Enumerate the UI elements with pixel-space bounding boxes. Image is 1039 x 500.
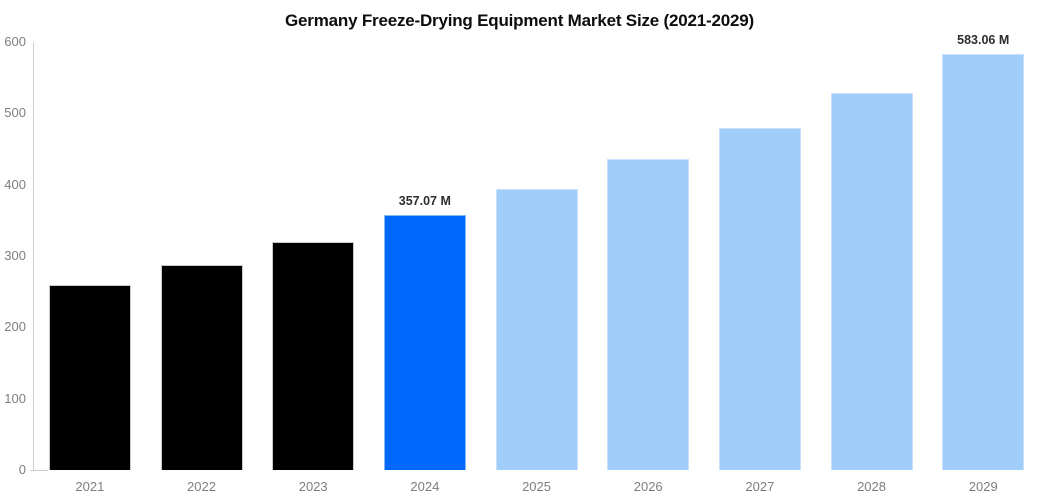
x-axis: 2021 2022 2023 2024 2025 2026 2027 2028 2029 [34,479,1039,494]
bar-2024 [383,215,466,470]
plot-area: 357.07 M 583.06 M [34,33,1039,470]
bar-column-2023 [257,42,369,470]
y-tick-label: 100 [4,390,26,406]
y-tick-label: 400 [4,176,26,192]
bar-value-label-2029: 583.06 M [957,33,1010,48]
y-tick-label: 600 [4,34,26,49]
y-tick-label: 0 [18,462,26,477]
x-tick-label-2021: 2021 [75,479,105,494]
bar-2028 [830,92,913,470]
bar-column-2021 [34,42,146,470]
bar-column-2024: 357.07 M [369,42,481,470]
x-tick-label-2027: 2027 [745,479,775,494]
bar-2023 [272,241,355,470]
bar-2021 [48,284,131,470]
x-tick-label-2028: 2028 [857,479,886,494]
y-tick-label: 300 [4,248,26,263]
x-tick-label-2025: 2025 [522,479,551,494]
bar-2029 [942,54,1025,470]
x-tick-label-2023: 2023 [298,479,328,494]
bar-column-2025 [481,42,593,470]
bar-2022 [160,264,243,470]
bar-2025 [495,188,578,470]
bar-2026 [607,159,690,470]
chart-title: Germany Freeze-Drying Equipment Market S… [285,11,754,30]
bar-column-2022 [146,42,258,470]
bar-2027 [718,127,801,470]
bar-column-2029: 583.06 M [927,33,1039,470]
bar-column-2027 [704,42,816,470]
y-axis-line [33,42,34,470]
bar-column-2028 [816,42,928,470]
bar-value-label-2024: 357.07 M [398,194,451,209]
x-tick-label-2026: 2026 [633,479,663,494]
x-tick-label-2029: 2029 [968,479,998,494]
y-tick-label: 200 [4,319,26,335]
x-tick-label-2024: 2024 [410,479,440,494]
x-tick-label-2022: 2022 [187,479,216,494]
y-axis-zero-tick [30,470,48,471]
y-tick-label: 500 [4,105,26,121]
bar-column-2026 [592,42,704,470]
